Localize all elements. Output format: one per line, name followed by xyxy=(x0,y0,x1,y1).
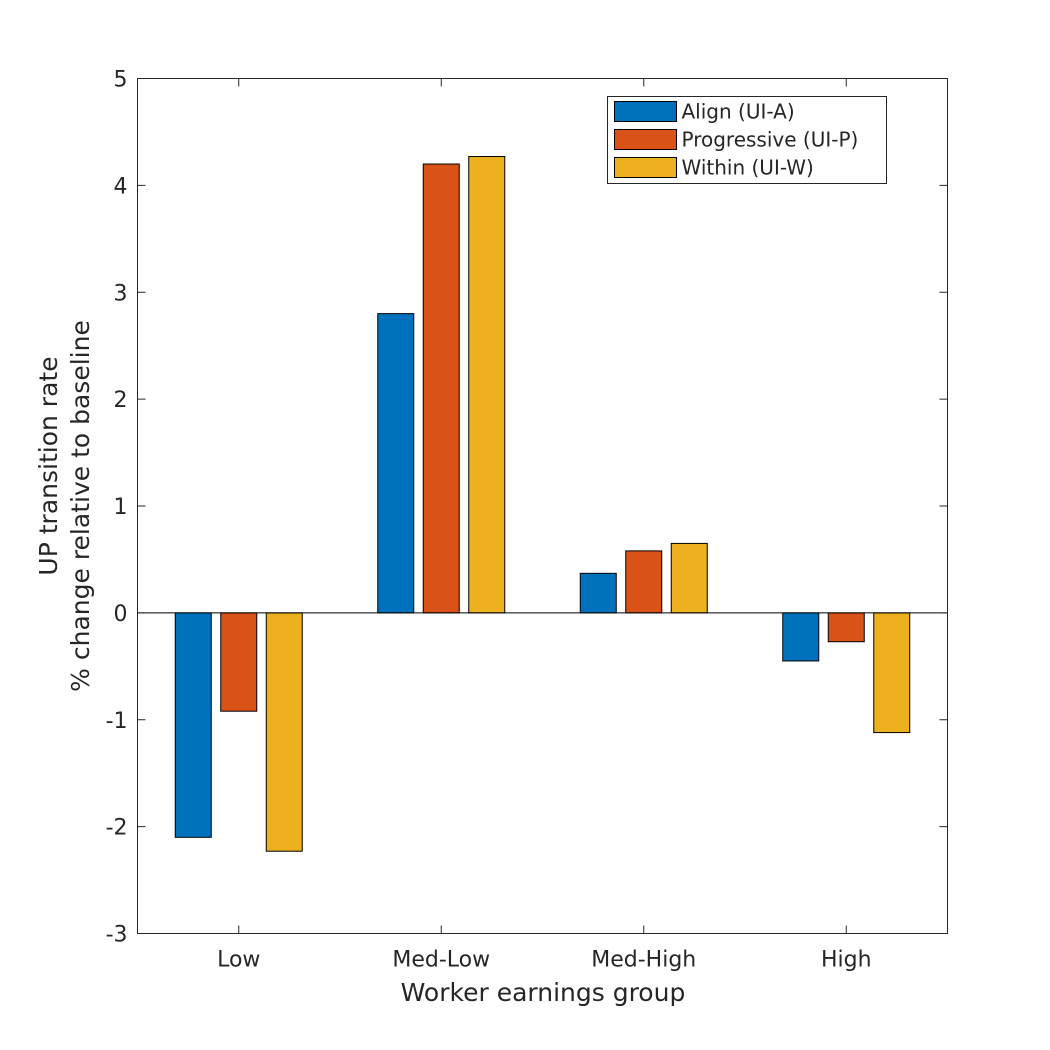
bar-med-low-series-1 xyxy=(377,313,415,614)
x-tick-label: Low xyxy=(217,948,260,973)
y-tick-label: 4 xyxy=(114,174,128,199)
plot-area xyxy=(137,78,948,934)
x-tick-label: Med-Low xyxy=(392,948,490,973)
legend-label-series-1: Align (UI-A) xyxy=(682,100,795,124)
bar-low-series-3 xyxy=(265,612,303,852)
legend-label-series-2: Progressive (UI-P) xyxy=(682,128,859,152)
bar-high-series-2 xyxy=(827,612,865,643)
x-axis-title: Worker earnings group xyxy=(401,978,686,1007)
y-tick-label: -1 xyxy=(106,709,128,734)
bar-med-high-series-2 xyxy=(625,550,663,614)
bar-med-high-series-1 xyxy=(579,572,617,614)
y-tick-label: -2 xyxy=(106,816,128,841)
legend-swatch-series-3 xyxy=(614,157,677,178)
bar-low-series-2 xyxy=(220,612,258,712)
y-axis-title-line-2: % change relative to baseline xyxy=(66,320,95,692)
bars-layer xyxy=(174,156,911,852)
bar-med-high-series-3 xyxy=(670,542,708,614)
legend-swatch-series-1 xyxy=(614,101,677,122)
legend: Align (UI-A) Progressive (UI-P) Within (UI… xyxy=(607,96,887,184)
bar-high-series-3 xyxy=(873,612,911,734)
y-tick-label: 5 xyxy=(114,68,128,93)
bar-med-low-series-3 xyxy=(468,156,506,614)
ticks-layer: -3 -2 -1 0 1 2 3 4 5 Low Med-Low Med-High High xyxy=(106,68,948,973)
bar-high-series-1 xyxy=(782,612,820,662)
x-tick-label: Med-High xyxy=(591,948,696,973)
bar-med-low-series-2 xyxy=(422,163,460,614)
legend-swatch-series-2 xyxy=(614,129,677,150)
y-tick-label: 2 xyxy=(114,388,128,413)
y-axis-title-line-1: UP transition rate xyxy=(34,356,63,575)
y-tick-label: 3 xyxy=(114,281,128,306)
y-tick-label: -3 xyxy=(106,923,128,948)
plot-frame xyxy=(137,78,948,934)
bar-low-series-1 xyxy=(174,612,212,838)
legend-label-series-3: Within (UI-W) xyxy=(682,156,814,180)
y-tick-label: 0 xyxy=(114,602,128,627)
y-tick-label: 1 xyxy=(114,495,128,520)
x-tick-label: High xyxy=(821,948,872,973)
